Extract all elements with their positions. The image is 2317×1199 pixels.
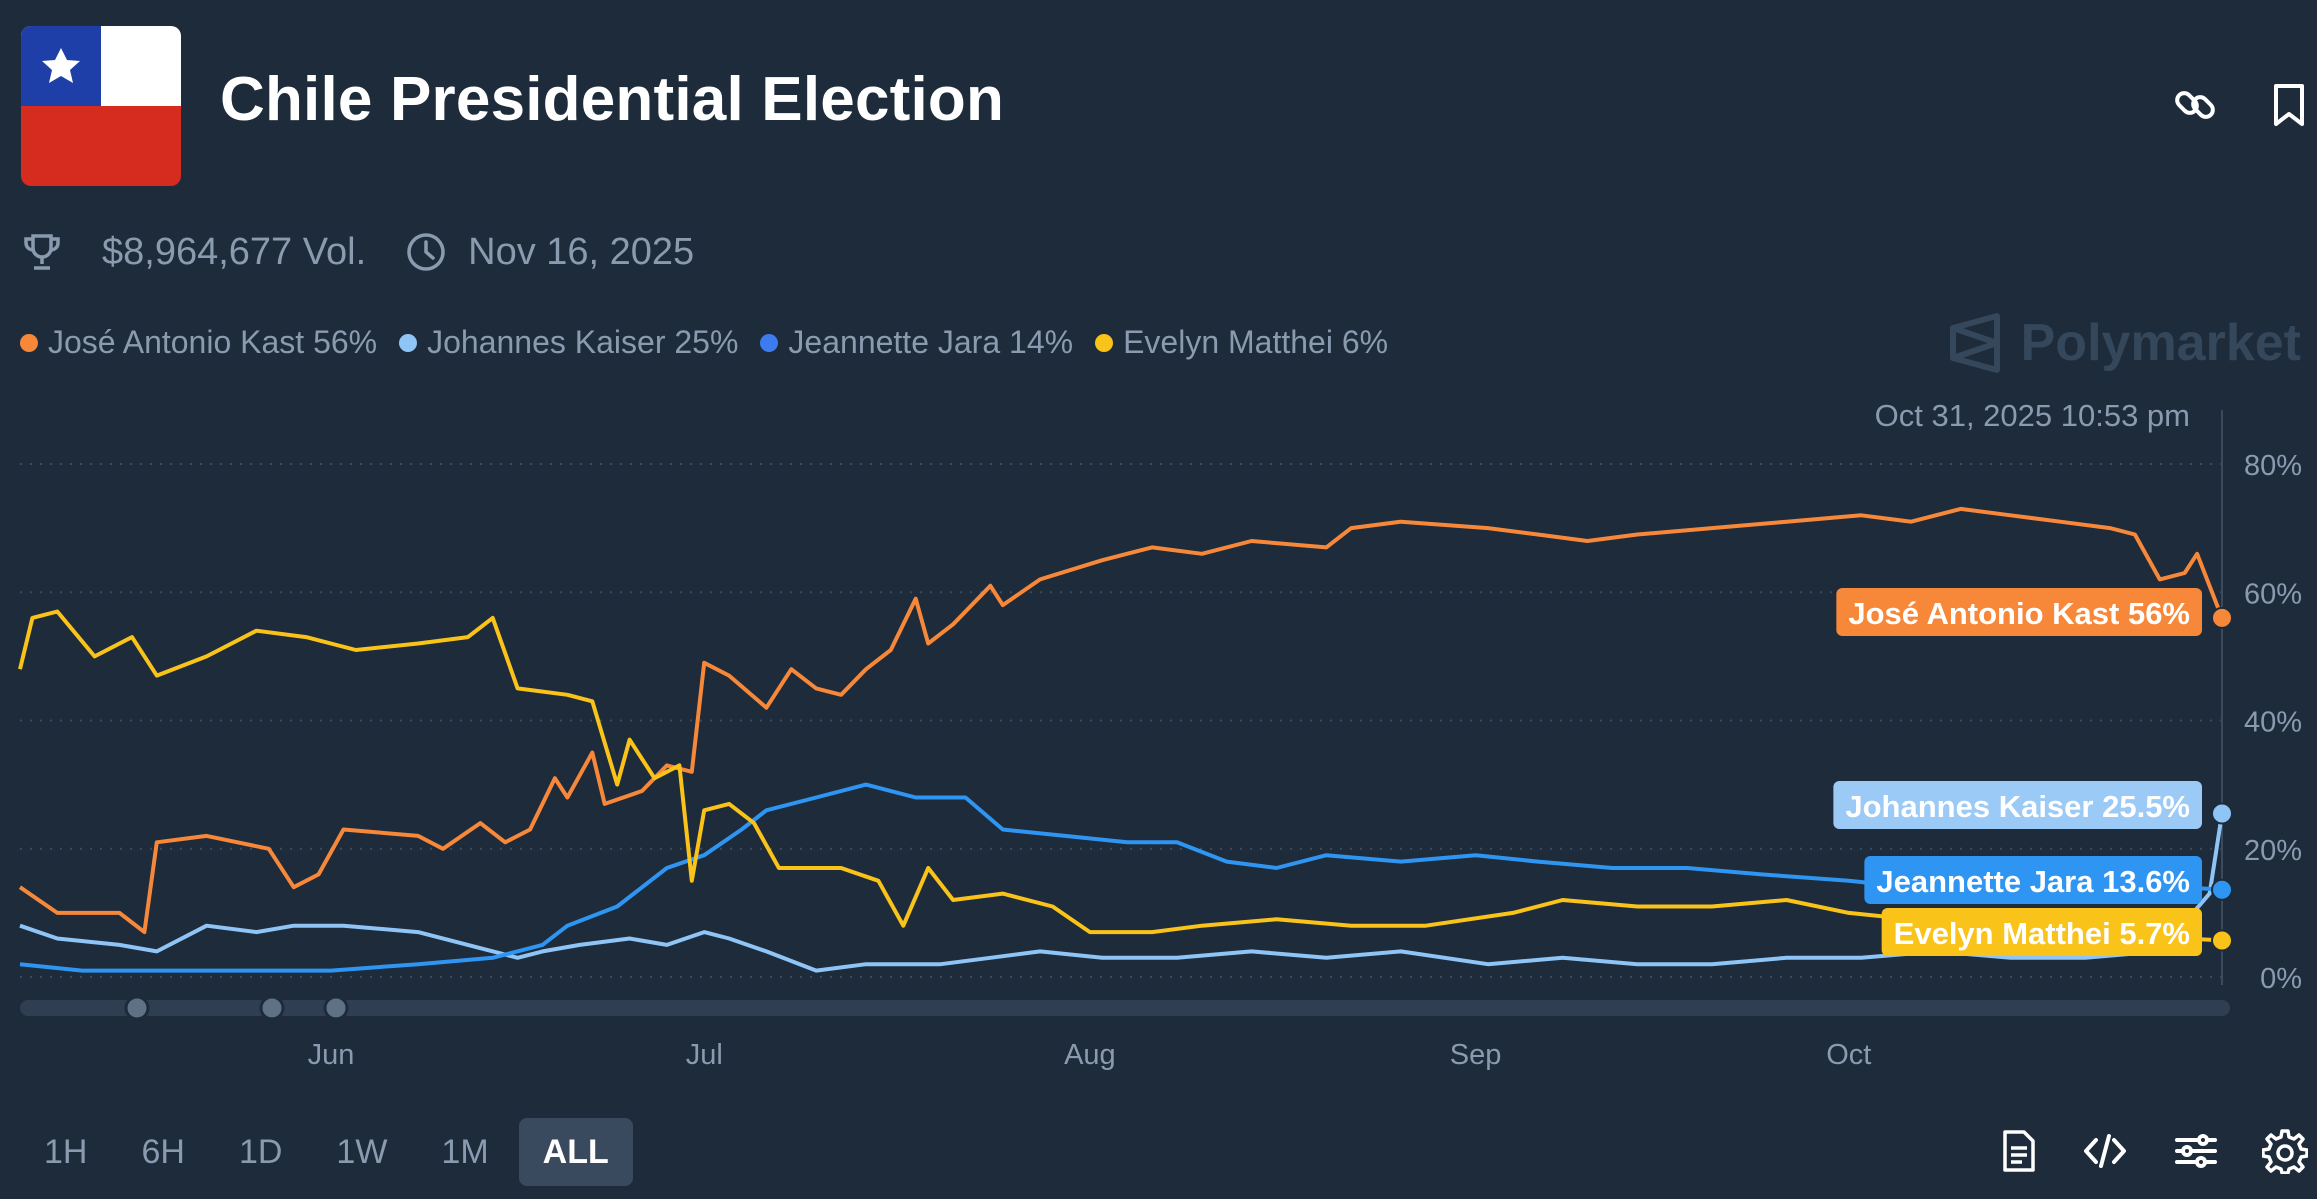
scrubber-handle[interactable] xyxy=(124,995,150,1021)
series-end-marker xyxy=(2211,802,2233,825)
legend-item-jara: Jeannette Jara 14% xyxy=(760,324,1073,361)
chart-axes: 0% 20% 40% 60% 80% Jun Jul Aug Sep Oct xyxy=(308,450,2302,1071)
x-tick-label: Sep xyxy=(1450,1039,1502,1071)
series-line xyxy=(19,782,2223,973)
range-1m-button[interactable]: 1M xyxy=(441,1133,489,1171)
hover-timestamp: Oct 31, 2025 10:53 pm xyxy=(1875,398,2190,433)
legend-item-kaiser: Johannes Kaiser 25% xyxy=(399,324,738,361)
time-range-scrubber[interactable] xyxy=(20,995,2230,1021)
code-icon[interactable] xyxy=(2082,1128,2128,1174)
legend-dot xyxy=(20,333,38,352)
series-end-label-bg xyxy=(1881,908,2202,956)
x-tick-label: Aug xyxy=(1064,1039,1116,1071)
series-end-label: José Antonio Kast 56% xyxy=(1848,596,2190,631)
chart-legend: José Antonio Kast 56% Johannes Kaiser 25… xyxy=(20,324,1410,361)
range-1h-button[interactable]: 1H xyxy=(44,1133,88,1171)
legend-item-matthei: Evelyn Matthei 6% xyxy=(1095,324,1388,361)
series-line xyxy=(19,813,2224,973)
series-end-marker xyxy=(2211,606,2233,629)
range-1w-button[interactable]: 1W xyxy=(336,1133,388,1171)
scrubber-handle[interactable] xyxy=(259,995,285,1021)
clock-icon xyxy=(407,233,445,271)
x-tick-label: Jul xyxy=(686,1039,723,1071)
series-end-label: Johannes Kaiser 25.5% xyxy=(1845,789,2190,824)
x-tick-label: Jun xyxy=(308,1039,355,1071)
scrubber-track xyxy=(20,1000,2230,1016)
trophy-icon xyxy=(24,234,60,270)
time-range-selector: 1H 6H 1D 1W 1M ALL xyxy=(20,1118,639,1186)
y-tick-label: 60% xyxy=(2244,578,2302,610)
document-icon[interactable] xyxy=(1996,1128,2042,1174)
legend-label: José Antonio Kast 56% xyxy=(48,324,378,360)
scrubber-handle[interactable] xyxy=(323,995,349,1021)
series-end-label: Evelyn Matthei 5.7% xyxy=(1894,916,2190,951)
series-end-label: Jeannette Jara 13.6% xyxy=(1876,864,2190,899)
gear-icon[interactable] xyxy=(2261,1128,2309,1175)
legend-dot xyxy=(1095,333,1114,352)
series-end-marker xyxy=(2211,929,2233,952)
series-line xyxy=(18,506,2224,935)
polymarket-mark-icon xyxy=(1949,313,2000,373)
market-meta: $8,964,677 Vol. Nov 16, 2025 xyxy=(20,222,694,282)
series-end-label-bg xyxy=(1836,588,2202,636)
polymarket-logo: Polymarket xyxy=(1947,312,2301,374)
series-line xyxy=(18,609,2223,943)
end-date-text: Nov 16, 2025 xyxy=(468,230,695,273)
chart-markers xyxy=(2211,606,2233,952)
legend-item-kast: José Antonio Kast 56% xyxy=(20,324,377,361)
volume-text: $8,964,677 Vol. xyxy=(102,230,367,273)
range-6h-button[interactable]: 6H xyxy=(141,1133,185,1171)
range-1d-button[interactable]: 1D xyxy=(238,1133,283,1171)
legend-label: Evelyn Matthei 6% xyxy=(1123,324,1389,360)
legend-label: Johannes Kaiser 25% xyxy=(427,324,739,360)
y-tick-label: 20% xyxy=(2244,835,2302,867)
y-tick-label: 0% xyxy=(2260,963,2302,995)
legend-dot xyxy=(760,333,779,352)
series-end-label-bg xyxy=(1864,856,2202,904)
sliders-icon[interactable] xyxy=(2173,1128,2219,1174)
brand-name: Polymarket xyxy=(2020,314,2301,372)
bookmark-icon[interactable] xyxy=(2264,80,2314,130)
chart-lines xyxy=(18,506,2224,973)
chart-end-labels: José Antonio Kast 56% Johannes Kaiser 25.… xyxy=(1833,588,2202,956)
legend-dot xyxy=(399,333,418,352)
series-end-label-bg xyxy=(1833,781,2202,829)
x-tick-label: Oct xyxy=(1826,1039,1871,1071)
legend-label: Jeannette Jara 14% xyxy=(788,324,1074,360)
y-tick-label: 80% xyxy=(2244,450,2302,482)
range-all-button[interactable]: ALL xyxy=(518,1118,633,1186)
page-title: Chile Presidential Election xyxy=(220,65,1005,134)
series-end-marker xyxy=(2211,878,2233,901)
chile-flag-icon xyxy=(21,26,181,186)
y-tick-label: 40% xyxy=(2244,707,2302,739)
link-icon[interactable] xyxy=(2170,80,2220,130)
